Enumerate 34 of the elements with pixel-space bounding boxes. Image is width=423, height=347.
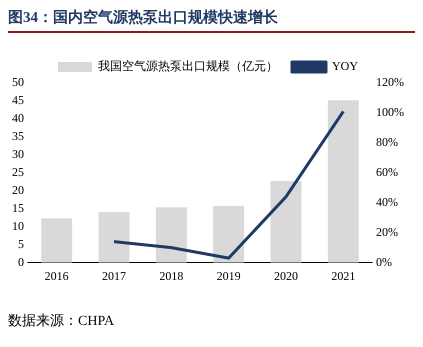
legend-label: YOY bbox=[332, 59, 358, 74]
y-tick-label: 20 bbox=[12, 182, 24, 197]
bar bbox=[156, 207, 187, 263]
x-tick-label: 2019 bbox=[216, 268, 241, 283]
y-tick-label: 35 bbox=[12, 129, 24, 144]
source-note: 数据来源：CHPA bbox=[8, 312, 116, 330]
bar bbox=[328, 100, 359, 263]
y2-tick-label: 40% bbox=[376, 194, 398, 209]
y2-tick-label: 80% bbox=[376, 135, 398, 150]
y-tick-label: 40 bbox=[12, 111, 24, 126]
y-tick-label: 50 bbox=[12, 75, 24, 90]
bar bbox=[270, 181, 302, 263]
y2-tick-label: 100% bbox=[376, 105, 404, 120]
y-tick-label: 25 bbox=[12, 164, 24, 179]
legend-label: 我国空气源热泵出口规模（亿元） bbox=[98, 59, 278, 74]
y2-tick-label: 120% bbox=[376, 75, 404, 90]
y2-tick-label: 20% bbox=[376, 224, 398, 239]
bar bbox=[98, 212, 130, 263]
y-tick-label: 0 bbox=[18, 254, 24, 269]
x-tick-label: 2017 bbox=[102, 268, 126, 283]
y-tick-label: 30 bbox=[12, 146, 24, 161]
y-tick-label: 15 bbox=[12, 200, 24, 215]
y-tick-label: 45 bbox=[12, 93, 24, 108]
y-tick-label: 5 bbox=[18, 236, 24, 251]
bar bbox=[41, 218, 72, 263]
bar bbox=[213, 206, 244, 263]
y-tick-label: 10 bbox=[12, 218, 24, 233]
y2-tick-label: 0% bbox=[376, 254, 392, 269]
y2-tick-label: 60% bbox=[376, 164, 398, 179]
x-tick-label: 2020 bbox=[274, 268, 298, 283]
x-tick-label: 2016 bbox=[44, 268, 69, 283]
x-tick-label: 2021 bbox=[331, 268, 356, 283]
x-tick-label: 2018 bbox=[159, 268, 184, 283]
chart-title: 图34：国内空气源热泵出口规模快速增长 bbox=[8, 8, 415, 33]
